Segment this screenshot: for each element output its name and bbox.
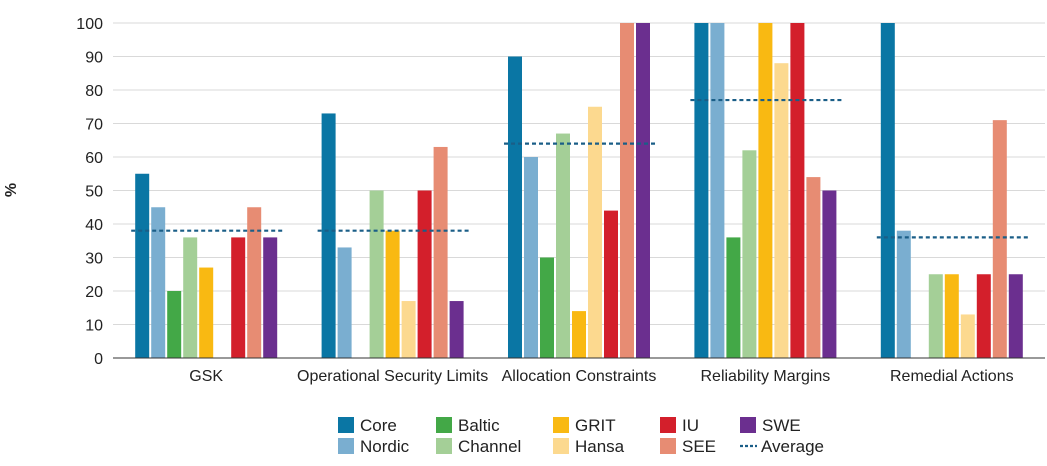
bar-grit-0 <box>199 267 214 358</box>
bar-baltic-0 <box>167 291 182 358</box>
bar-iu-3 <box>790 23 805 358</box>
x-category-label: Allocation Constraints <box>502 368 657 385</box>
legend-label-hansa: Hansa <box>575 437 625 456</box>
x-category-label: Remedial Actions <box>890 368 1014 385</box>
bar-iu-0 <box>231 237 246 358</box>
bar-see-2 <box>620 23 634 358</box>
bars <box>135 23 1023 359</box>
bar-grit-3 <box>758 23 773 358</box>
y-tick-label: 30 <box>85 251 103 268</box>
bar-hansa-4 <box>960 314 975 358</box>
bar-swe-4 <box>1008 274 1023 358</box>
y-tick-label: 0 <box>94 351 103 368</box>
bar-nordic-4 <box>896 230 911 358</box>
y-tick-label: 60 <box>85 150 103 167</box>
bar-core-4 <box>880 23 895 358</box>
legend-label-grit: GRIT <box>575 416 616 435</box>
bar-baltic-2 <box>540 257 554 358</box>
bar-see-4 <box>992 120 1007 359</box>
y-tick-label: 90 <box>85 50 103 67</box>
legend-swatch-baltic <box>436 417 452 433</box>
y-tick-label: 20 <box>85 284 103 301</box>
bar-core-2 <box>508 56 522 358</box>
bar-swe-0 <box>263 237 278 358</box>
bar-iu-2 <box>604 210 618 358</box>
bar-swe-3 <box>822 190 837 358</box>
y-tick-label: 80 <box>85 83 103 100</box>
bar-hansa-3 <box>774 63 789 358</box>
bar-grit-1 <box>385 230 400 358</box>
legend-label-average: Average <box>761 437 824 456</box>
legend-swatch-core <box>338 417 354 433</box>
legend-swatch-channel <box>436 438 452 454</box>
legend-label-swe: SWE <box>762 416 801 435</box>
legend-label-core: Core <box>360 416 397 435</box>
bar-channel-1 <box>369 190 384 358</box>
average-lines <box>131 98 1029 239</box>
bar-iu-4 <box>976 274 991 358</box>
bar-channel-0 <box>183 237 198 358</box>
legend-swatch-iu <box>660 417 676 433</box>
bar-core-1 <box>321 113 336 358</box>
y-tick-label: 40 <box>85 217 103 234</box>
bar-see-3 <box>806 177 821 358</box>
legend-swatch-swe <box>740 417 756 433</box>
bar-nordic-0 <box>151 207 166 358</box>
bar-see-0 <box>247 207 262 358</box>
bar-nordic-2 <box>524 157 538 358</box>
y-axis-ticks: 0 10 20 30 40 50 60 70 80 90 100 <box>76 16 103 368</box>
legend-swatch-nordic <box>338 438 354 454</box>
bar-see-1 <box>433 146 448 358</box>
bar-core-3 <box>694 23 709 358</box>
bar-iu-1 <box>417 190 432 358</box>
bar-nordic-3 <box>710 23 725 358</box>
x-category-label: Reliability Margins <box>700 368 830 385</box>
bar-nordic-1 <box>337 247 352 358</box>
y-axis-title: % <box>3 183 20 197</box>
legend-label-nordic: Nordic <box>360 437 410 456</box>
bar-grit-4 <box>944 274 959 358</box>
bar-channel-2 <box>556 133 570 358</box>
legend-swatch-grit <box>553 417 569 433</box>
y-tick-label: 70 <box>85 117 103 134</box>
legend-swatch-hansa <box>553 438 569 454</box>
bar-swe-2 <box>636 23 650 358</box>
x-category-label: Operational Security Limits <box>297 368 488 385</box>
bar-hansa-2 <box>588 106 602 358</box>
y-tick-label: 50 <box>85 184 103 201</box>
legend-label-iu: IU <box>682 416 699 435</box>
bar-channel-4 <box>928 274 943 358</box>
legend-label-baltic: Baltic <box>458 416 500 435</box>
y-tick-label: 100 <box>76 16 103 33</box>
bar-grit-2 <box>572 311 586 358</box>
bar-channel-3 <box>742 150 757 358</box>
bar-swe-1 <box>449 301 464 358</box>
legend-label-channel: Channel <box>458 437 521 456</box>
bar-core-0 <box>135 173 150 358</box>
bar-hansa-1 <box>401 301 416 358</box>
x-category-label: GSK <box>189 368 223 385</box>
category-labels: GSK Operational Security Limits Allocation… <box>189 368 1013 385</box>
legend-swatch-see <box>660 438 676 454</box>
legend-label-see: SEE <box>682 437 716 456</box>
y-tick-label: 10 <box>85 318 103 335</box>
bar-baltic-3 <box>726 237 741 358</box>
legend: Core Baltic GRIT IU SWE Nordic Channel Hansa SEE… <box>338 416 824 456</box>
